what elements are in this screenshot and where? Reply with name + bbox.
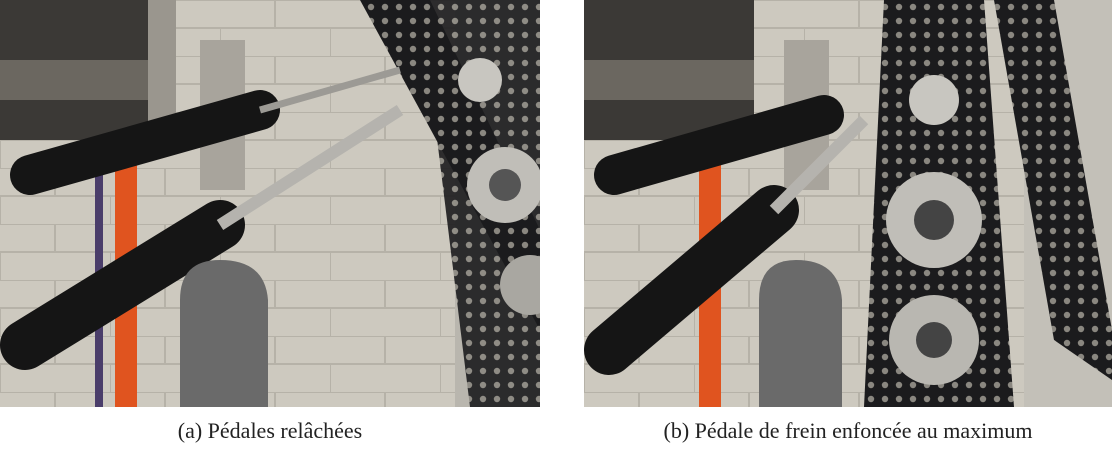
photo-a: [0, 0, 540, 407]
caption: (a) Pédales relâchées: [0, 418, 540, 444]
caption: (b) Pédale de frein enfoncée au maximum: [584, 418, 1112, 444]
photo-b: [584, 0, 1112, 407]
figure: (a) Pédales relâchées (b) Pédale de frei…: [0, 0, 1112, 457]
